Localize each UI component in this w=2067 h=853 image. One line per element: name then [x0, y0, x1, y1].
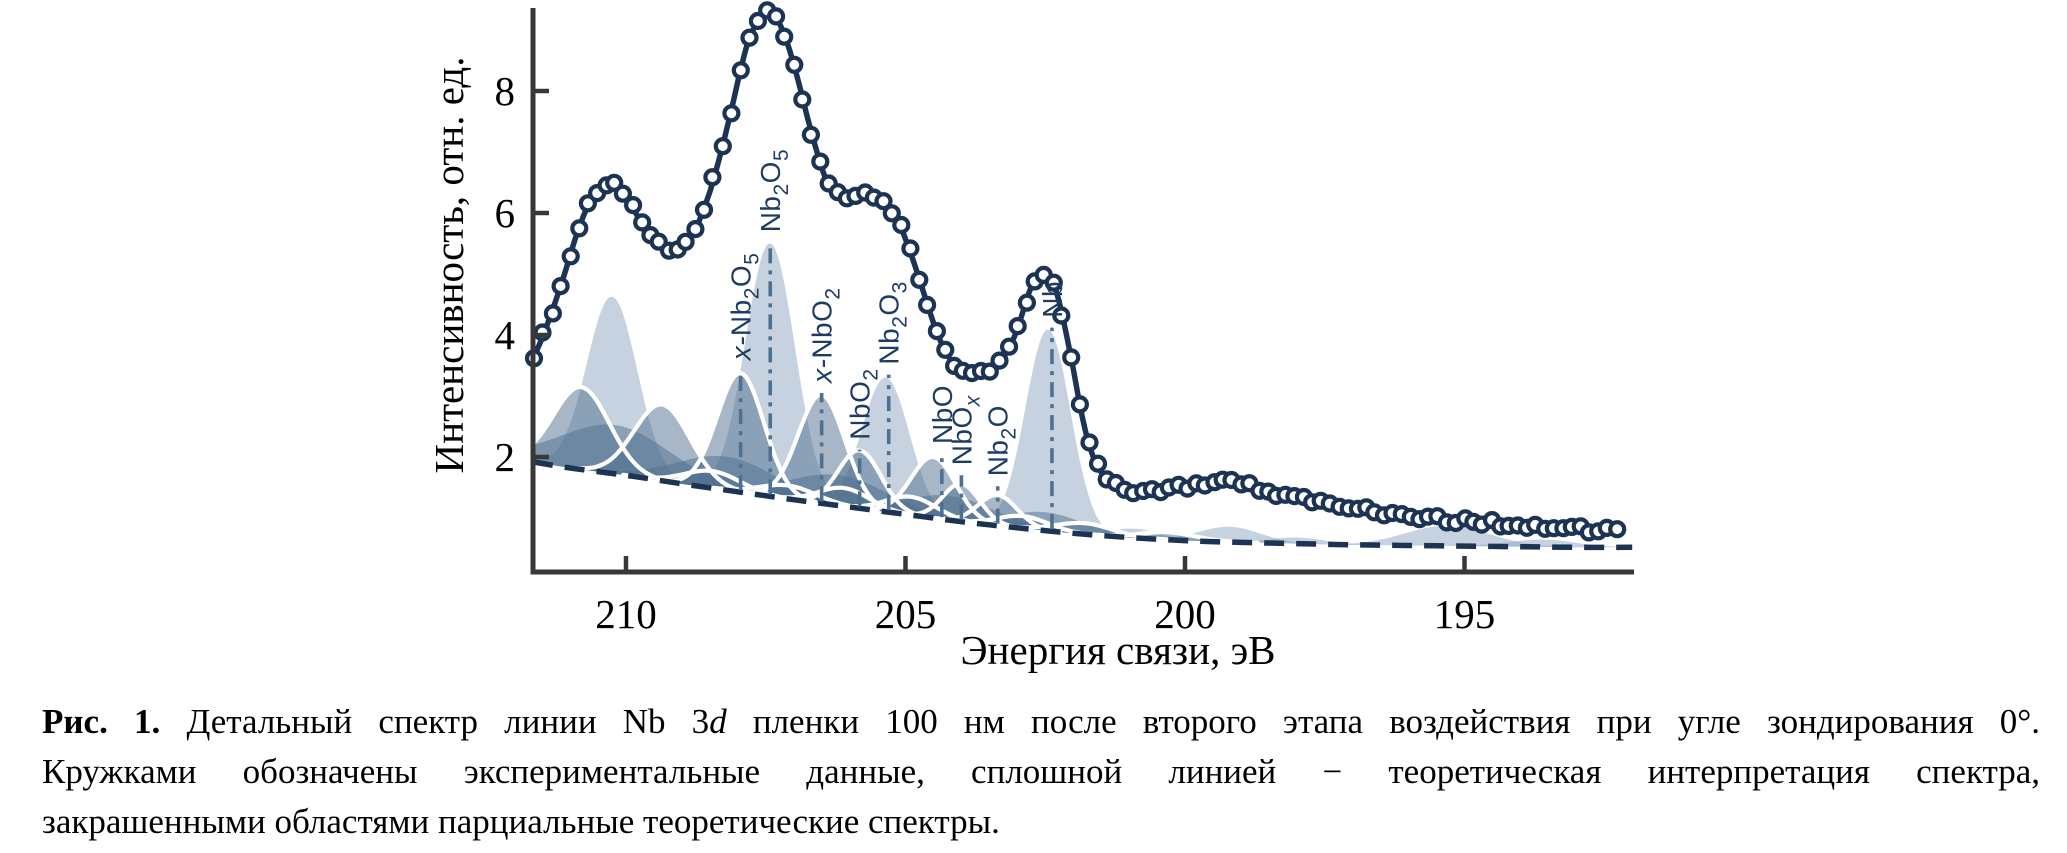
data-point: [811, 152, 830, 171]
data-point: [748, 11, 768, 31]
data-point: [703, 168, 722, 187]
data-point: [910, 270, 929, 289]
peak-label-nbo2: NbO2: [845, 368, 883, 439]
data-point: [551, 277, 570, 296]
data-point: [801, 125, 821, 144]
component-outline: [570, 402, 754, 496]
data-point: [901, 239, 920, 258]
caption-line-3: закрашенными областями парциальные теоре…: [42, 802, 1000, 841]
data-point: [990, 351, 1009, 370]
data-point: [676, 232, 695, 251]
data-point: [1017, 293, 1037, 312]
caption-line-2: Кружками обозначены экспериментальные да…: [42, 752, 2040, 791]
data-point: [874, 192, 893, 211]
axes: [530, 8, 1634, 575]
x-tick-label: 200: [1154, 591, 1216, 637]
x-tick-label: 195: [1434, 591, 1496, 637]
data-point: [980, 362, 999, 381]
x-axis-title: Энергия связи, эВ: [960, 627, 1275, 673]
data-point: [1088, 454, 1108, 473]
component-outline: [534, 384, 673, 484]
data-point: [1608, 520, 1627, 539]
data-point: [1080, 433, 1099, 452]
caption-line-1: Рис. 1. Детальный спектр линии Nb 3d пле…: [42, 702, 2040, 741]
component-peak-nb: [976, 329, 1120, 537]
data-point: [543, 304, 563, 323]
data-point: [892, 215, 911, 235]
data-point: [722, 104, 741, 123]
peak-label-nb: Nb: [1037, 281, 1068, 318]
data-point: [740, 28, 759, 47]
data-point: [694, 200, 714, 219]
background-baseline-dashed: [534, 459, 1633, 551]
figure-caption: Рис. 1. Детальный спектр линии Nb 3d пле…: [42, 697, 2040, 847]
data-point: [686, 220, 705, 239]
peak-label-nb2o3: Nb2O3: [874, 281, 912, 364]
data-point: [570, 219, 589, 238]
peak-marker-lines: [738, 242, 1054, 530]
data-point: [533, 323, 552, 342]
data-point: [1052, 306, 1071, 325]
x-tick-label: 205: [875, 591, 937, 637]
axis-lines: [530, 8, 1634, 575]
y-axis-title: Интенсивность, отн. ед.: [426, 57, 472, 474]
peak-label-nbo: NbO: [927, 385, 958, 444]
x-tick-label: 210: [595, 591, 657, 637]
data-point: [713, 137, 732, 156]
baseline-dashed-line: [534, 459, 1633, 551]
peak-label-nb2o: Nb2O: [983, 405, 1021, 476]
y-tick-label: 6: [495, 190, 516, 236]
y-tick-label: 8: [495, 68, 516, 114]
peak-label-nbox: NbOx: [946, 394, 984, 465]
data-point: [561, 247, 580, 266]
y-tick-label: 2: [495, 434, 516, 480]
data-point: [793, 90, 812, 109]
data-point: [613, 184, 633, 203]
data-point: [999, 337, 1019, 356]
y-tick-label: 4: [495, 312, 516, 358]
experimental-points: [524, 1, 1627, 542]
data-point: [731, 61, 750, 80]
peak-label-x-nbo2: x-NbO2: [807, 287, 845, 385]
data-point: [927, 322, 947, 341]
data-point: [775, 27, 794, 46]
data-point: [882, 204, 901, 223]
data-point: [785, 55, 804, 74]
data-point: [1044, 273, 1063, 292]
data-point: [917, 295, 937, 314]
data-point: [1070, 395, 1090, 414]
data-point: [633, 213, 652, 232]
peak-label-nb2o5: Nb2O5: [755, 149, 793, 232]
data-point: [623, 196, 643, 215]
component-peak: [534, 387, 671, 483]
tick-labels: 2 4 6 8 210 205 200 195: [495, 68, 1496, 637]
peak-label-x-nb2o5: x-Nb2O5: [726, 253, 764, 363]
data-point: [1062, 348, 1081, 367]
data-point: [936, 340, 955, 359]
data-point: [1008, 317, 1027, 336]
data-point: [766, 7, 786, 26]
